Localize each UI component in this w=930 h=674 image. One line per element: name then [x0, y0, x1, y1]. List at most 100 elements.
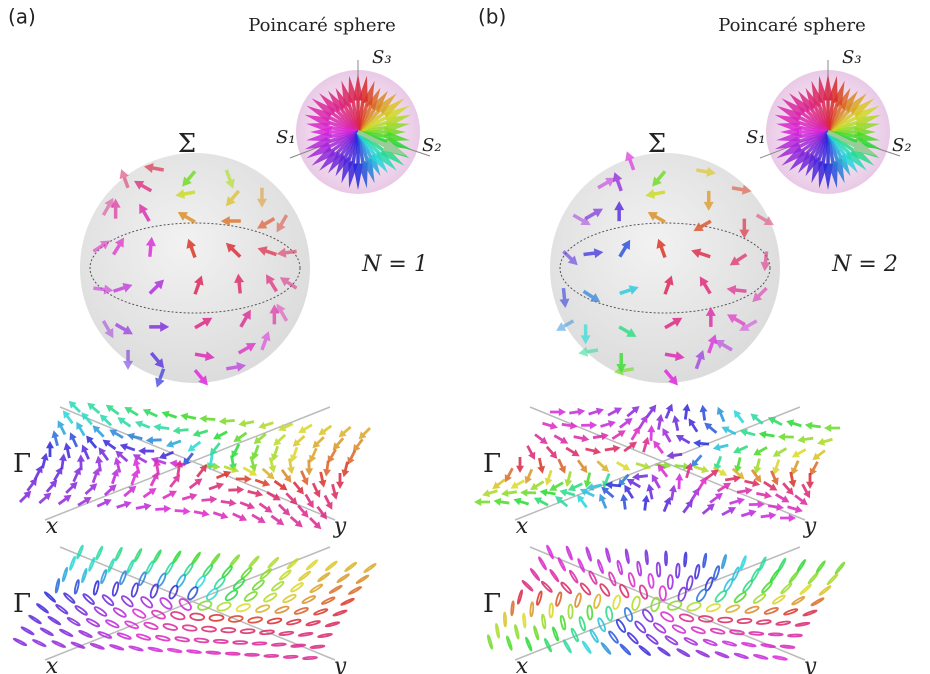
vector-arrow [642, 437, 650, 453]
polarization-ellipse [770, 570, 780, 583]
vector-arrow [290, 516, 303, 528]
polarization-ellipse [677, 648, 690, 657]
polarization-ellipse [100, 570, 107, 584]
x-axis-label: x [516, 654, 529, 674]
axis-label-s3: S₃ [842, 47, 862, 68]
polarization-ellipse [574, 593, 582, 608]
polarization-ellipse [628, 572, 636, 587]
polarization-ellipse [86, 618, 100, 628]
polarization-ellipse [568, 604, 572, 618]
vector-arrow [596, 460, 609, 472]
polarization-ellipse [593, 594, 602, 609]
polarization-ellipse [560, 582, 572, 595]
polarization-ellipse [325, 561, 337, 571]
vector-arrow [812, 449, 826, 460]
vector-arrow [153, 423, 169, 431]
vector-arrow [494, 498, 510, 506]
polarization-ellipse [679, 613, 694, 623]
polarization-ellipse [737, 618, 751, 623]
vector-arrow [616, 461, 631, 470]
vector-arrow [555, 496, 568, 507]
vector-arrow [513, 498, 529, 506]
polarization-ellipse [816, 561, 826, 574]
vector-arrow [530, 480, 544, 490]
polarization-ellipse [710, 628, 724, 635]
polarization-ellipse [495, 624, 499, 638]
vector-arrow [786, 419, 802, 427]
vector-arrow [219, 417, 235, 425]
polarization-ellipse [589, 629, 599, 643]
polarization-ellipse [530, 568, 540, 580]
polarization-ellipse [341, 598, 355, 606]
vector-arrow [228, 486, 244, 494]
polarization-ellipse [263, 592, 278, 603]
polarization-ellipse [631, 596, 641, 611]
polarization-ellipse [186, 586, 199, 601]
vector-arrow [721, 507, 736, 516]
polarization-ellipse [318, 633, 332, 638]
vector-arrow [247, 490, 263, 498]
polarization-ellipse [625, 549, 629, 563]
vector-arrow [573, 434, 589, 442]
polarization-ellipse [660, 610, 675, 623]
vector-arrow [653, 440, 664, 454]
vector-arrow [663, 497, 671, 512]
polarization-ellipse [617, 560, 623, 574]
vector-arrow [209, 482, 225, 490]
vector-arrow [729, 497, 745, 505]
polarization-ellipse [348, 586, 361, 595]
vector-arrow [797, 436, 813, 444]
vector-arrow [700, 405, 708, 421]
vector-arrow [546, 446, 558, 459]
polarization-ellipse [792, 596, 805, 605]
vector-arrow [775, 493, 790, 502]
polarization-ellipse [202, 626, 216, 632]
vector-arrow [565, 471, 573, 487]
vector-arrow [72, 467, 81, 482]
vector-arrow [81, 445, 90, 460]
polarization-ellipse [645, 550, 648, 564]
polarization-ellipse [252, 642, 266, 645]
vector-arrow [180, 413, 196, 421]
vector-arrow [619, 418, 633, 429]
vector-arrow [336, 473, 344, 489]
polarization-ellipse [676, 564, 680, 578]
polarization-ellipse [74, 580, 80, 594]
polarization-ellipse [639, 645, 651, 656]
vector-arrow [159, 451, 174, 459]
polarization-ellipse [224, 589, 239, 602]
vector-arrow [691, 454, 703, 467]
polarization-ellipse [835, 562, 845, 574]
vector-arrow [213, 431, 228, 440]
vector-arrow [756, 491, 772, 499]
vector-arrow [534, 498, 549, 507]
polarization-ellipse [40, 628, 53, 636]
polarization-ellipse [722, 641, 736, 647]
vector-arrow [778, 433, 794, 441]
vector-arrow [675, 473, 683, 489]
vector-arrow [34, 465, 43, 480]
polarization-ellipse [605, 548, 610, 562]
polarization-ellipse [658, 647, 671, 657]
poincare-title: Poincaré sphere [718, 15, 866, 36]
vector-arrow [278, 504, 290, 516]
order-label: N = 1 [361, 252, 428, 277]
vector-arrow [65, 482, 77, 494]
vector-arrow [549, 482, 564, 491]
polarization-ellipse [190, 613, 205, 621]
polarization-ellipse [733, 591, 747, 604]
polarization-ellipse [268, 557, 279, 568]
vector-arrow [666, 451, 682, 459]
polarization-ellipse [172, 551, 181, 564]
vector-arrow [136, 503, 152, 511]
polarization-ellipse [187, 650, 201, 654]
vector-arrow [46, 441, 54, 457]
vector-arrow [312, 483, 321, 498]
polarization-ellipse [290, 582, 304, 593]
polarization-ellipse [252, 579, 266, 591]
vector-arrow [93, 425, 105, 437]
polarization-ellipse [144, 621, 159, 630]
polarization-ellipse [703, 639, 717, 647]
vector-arrow [305, 494, 314, 509]
vector-arrow [70, 432, 79, 447]
